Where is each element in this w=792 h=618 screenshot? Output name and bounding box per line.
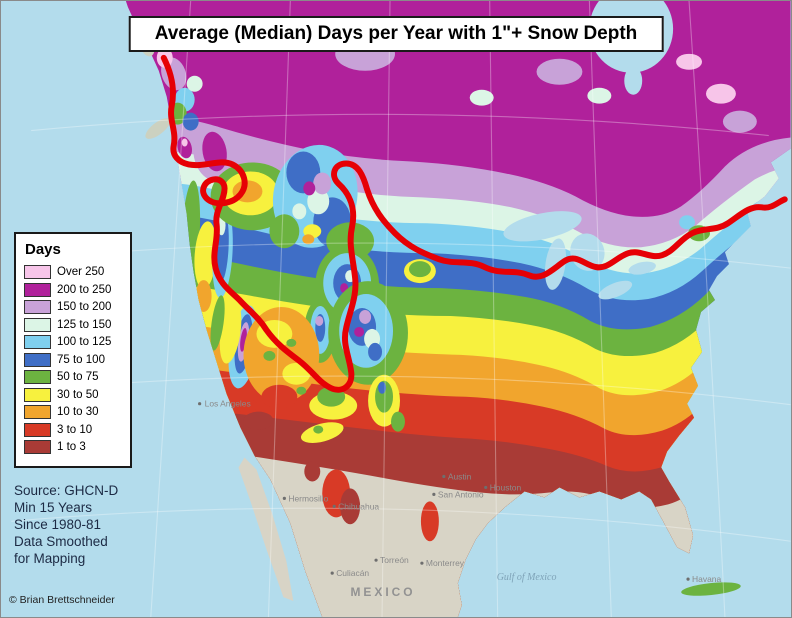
legend-item: 200 to 250 — [24, 282, 122, 297]
legend-item: 30 to 50 — [24, 387, 122, 402]
legend-item: 3 to 10 — [24, 422, 122, 437]
legend-swatch-3-10 — [24, 422, 51, 437]
source-line: Data Smoothed — [14, 533, 108, 549]
legend-swatch-125-150 — [24, 317, 51, 332]
legend-item: Over 250 — [24, 265, 122, 279]
legend-item: 125 to 150 — [24, 317, 122, 332]
legend-label: 10 to 30 — [57, 406, 99, 418]
legend-item: 75 to 100 — [24, 352, 122, 367]
label-hermosillo: Hermosillo — [288, 493, 328, 503]
legend-item: 100 to 125 — [24, 335, 122, 349]
label-houston: Houston — [490, 482, 522, 492]
legend-label: 30 to 50 — [57, 388, 99, 401]
legend-swatch-100-125 — [24, 335, 51, 349]
legend: Days Over 250 200 to 250 150 to 200 125 … — [14, 232, 132, 468]
label-los-angeles: Los Angeles — [205, 399, 251, 409]
legend-item: 1 to 3 — [24, 440, 122, 454]
label-culiacan: Culiacán — [336, 568, 369, 578]
cuba — [681, 582, 741, 596]
legend-item: 10 to 30 — [24, 405, 122, 419]
label-chihuahua: Chihuahua — [338, 501, 379, 511]
legend-swatch-50-75 — [24, 370, 51, 384]
label-havana: Havana — [692, 574, 721, 584]
legend-label: 3 to 10 — [57, 423, 93, 436]
legend-label: 200 to 250 — [57, 283, 112, 296]
legend-swatch-200-250 — [24, 282, 51, 297]
lake-erie — [598, 280, 633, 300]
legend-label: 1 to 3 — [57, 441, 86, 453]
label-mexico: MEXICO — [350, 585, 415, 599]
legend-swatch-150-200 — [24, 300, 51, 314]
legend-swatch-over-250 — [24, 265, 51, 279]
vancouver-island — [145, 118, 171, 139]
legend-label: 150 to 200 — [57, 301, 112, 313]
james-bay — [624, 66, 643, 95]
legend-label: 100 to 125 — [57, 336, 112, 348]
source-line: Source: GHCN-D — [14, 483, 119, 498]
lake-superior — [503, 211, 582, 242]
lake-ontario — [628, 261, 656, 275]
legend-item: 150 to 200 — [24, 300, 122, 314]
label-san-antonio: San Antonio — [438, 489, 484, 499]
legend-swatch-30-50 — [24, 387, 51, 402]
source-line: Min 15 Years — [14, 499, 93, 515]
source-note: Source: GHCN-D Min 15 Years Since 1980-8… — [14, 483, 118, 567]
legend-swatch-10-30 — [24, 405, 51, 419]
legend-heading: Days — [25, 241, 61, 258]
legend-swatch-75-100 — [24, 352, 51, 367]
legend-item: 50 to 75 — [24, 370, 122, 384]
map-labels: Los Angeles Austin Houston San Antonio C… — [198, 399, 722, 599]
label-gulf-of-mexico: Gulf of Mexico — [497, 572, 557, 583]
legend-label: 50 to 75 — [57, 371, 99, 383]
legend-label: 125 to 150 — [57, 318, 112, 331]
legend-label: Over 250 — [57, 266, 105, 278]
baja-california — [238, 457, 294, 602]
map-title: Average (Median) Days per Year with 1"+ … — [128, 16, 664, 52]
source-line: for Mapping — [14, 550, 86, 566]
western-mountain-detail — [177, 125, 439, 542]
legend-swatch-1-3 — [24, 440, 51, 454]
label-torreon: Torreón — [380, 555, 409, 565]
source-line: Since 1980-81 — [14, 516, 102, 532]
legend-label: 75 to 100 — [57, 353, 105, 366]
copyright: © Brian Brettschneider — [9, 594, 115, 606]
label-monterrey: Monterrey — [426, 558, 465, 568]
median-snow-extent-line — [160, 54, 788, 393]
label-austin: Austin — [448, 471, 472, 481]
